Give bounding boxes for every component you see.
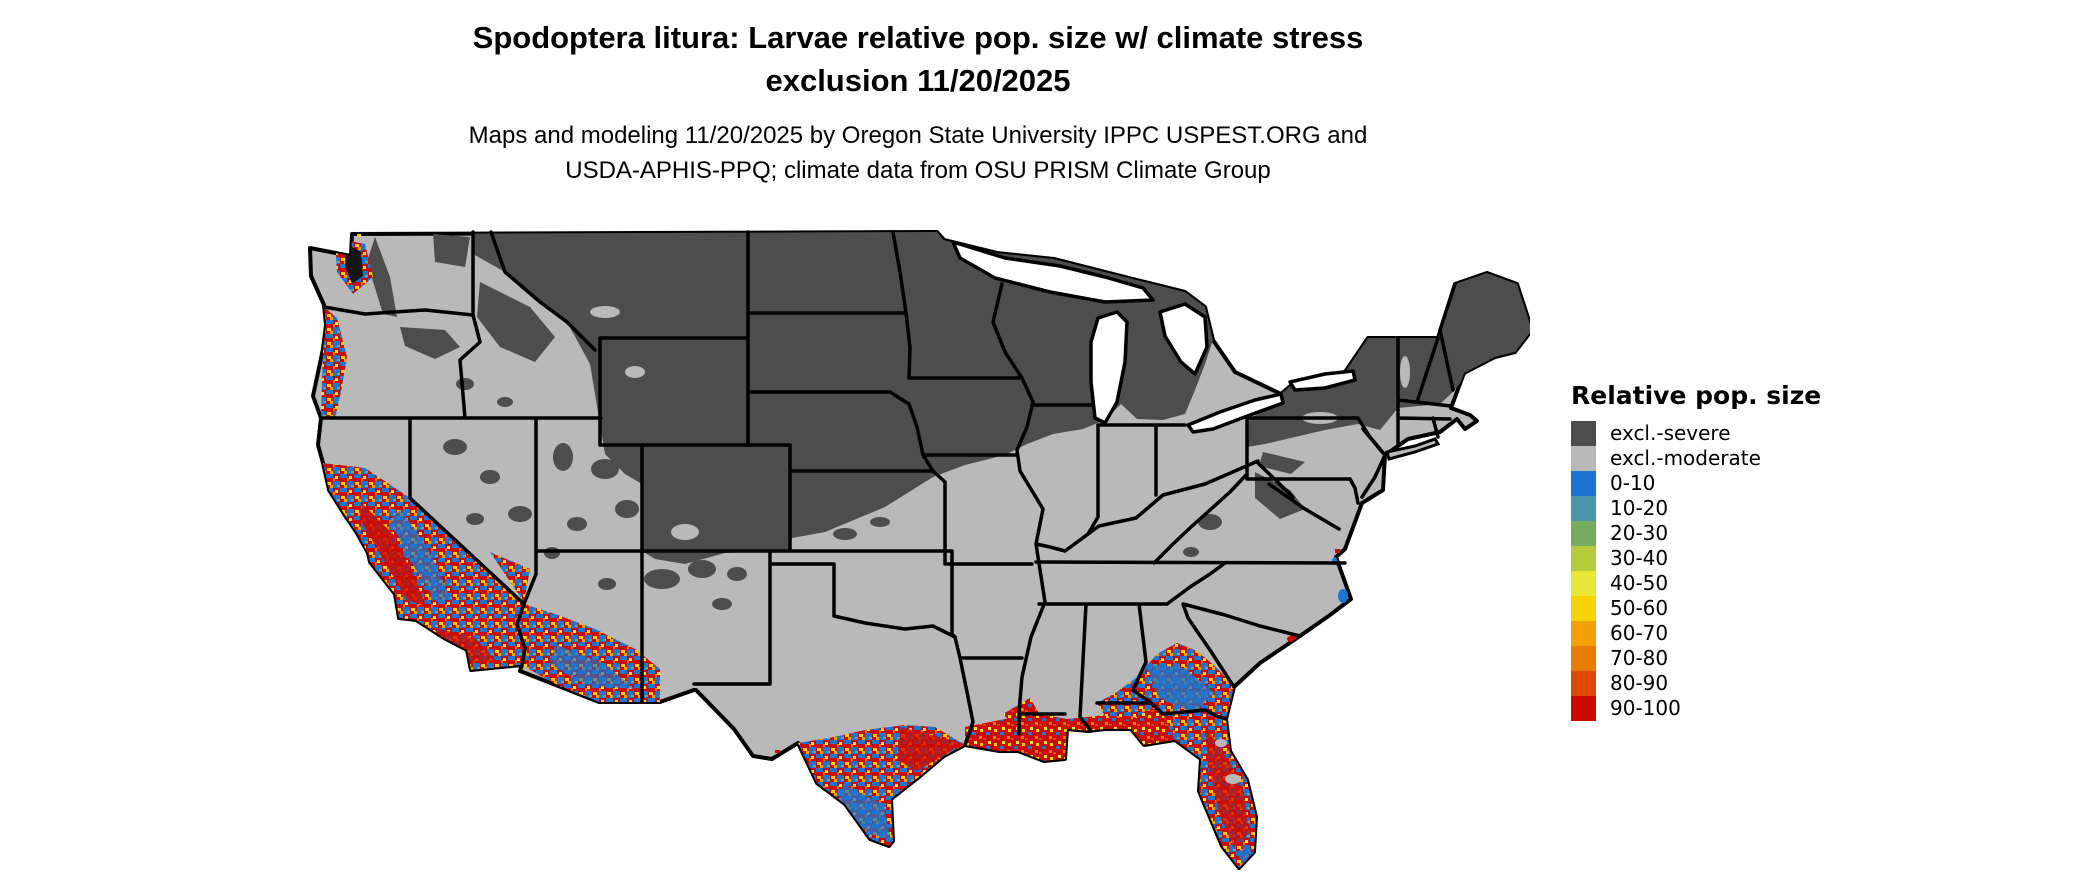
- legend-swatch: [1571, 621, 1596, 646]
- legend-swatch: [1571, 671, 1596, 696]
- lake-erie: [1186, 392, 1285, 434]
- legend-item: 60-70: [1571, 621, 1821, 646]
- map-subtitle-line1: Maps and modeling 11/20/2025 by Oregon S…: [468, 121, 1368, 149]
- map-layer-great-lakes: [951, 240, 1441, 461]
- us-risk-map: [305, 222, 1530, 885]
- lake-michigan: [1089, 310, 1129, 425]
- long-island: [1385, 437, 1441, 461]
- legend-label: 50-60: [1610, 596, 1669, 620]
- legend-swatch: [1571, 546, 1596, 571]
- legend-label: 60-70: [1610, 621, 1669, 645]
- map-layer-risk-speckle: [321, 234, 1348, 868]
- legend-item: 10-20: [1571, 496, 1821, 521]
- legend-label: 90-100: [1610, 696, 1681, 720]
- map-title: Spodoptera litura: Larvae relative pop. …: [0, 16, 1836, 103]
- legend-item: 80-90: [1571, 671, 1821, 696]
- legend-label: 20-30: [1610, 521, 1669, 545]
- legend-item: excl.-moderate: [1571, 446, 1821, 471]
- legend-item: 40-50: [1571, 571, 1821, 596]
- legend-label: 30-40: [1610, 546, 1669, 570]
- legend-label: 40-50: [1610, 571, 1669, 595]
- page-header: Spodoptera litura: Larvae relative pop. …: [0, 16, 1836, 188]
- legend-item: 30-40: [1571, 546, 1821, 571]
- us-risk-map-svg: [308, 230, 1530, 870]
- legend-swatch: [1571, 521, 1596, 546]
- legend-item: 20-30: [1571, 521, 1821, 546]
- lake-ontario: [1288, 369, 1357, 392]
- map-subtitle-line2: USDA-APHIS-PPQ; climate data from OSU PR…: [565, 156, 1271, 184]
- legend-item: 50-60: [1571, 596, 1821, 621]
- map-subtitle: Maps and modeling 11/20/2025 by Oregon S…: [0, 119, 1836, 189]
- legend-label: excl.-severe: [1610, 421, 1731, 445]
- legend-swatch: [1571, 596, 1596, 621]
- legend-label: 80-90: [1610, 671, 1669, 695]
- map-layer-state-borders: [319, 230, 1457, 747]
- map-title-line2: exclusion 11/20/2025: [765, 63, 1071, 99]
- legend-item: 70-80: [1571, 646, 1821, 671]
- legend-swatch: [1571, 446, 1596, 471]
- legend-swatch: [1571, 696, 1596, 721]
- legend-swatch: [1571, 646, 1596, 671]
- legend-swatch: [1571, 471, 1596, 496]
- map-legend: Relative pop. size excl.-severe excl.-mo…: [1571, 381, 1821, 721]
- legend-item: excl.-severe: [1571, 421, 1821, 446]
- legend-swatch: [1571, 496, 1596, 521]
- lake-superior: [951, 240, 1155, 304]
- legend-label: 70-80: [1610, 646, 1669, 670]
- legend-item: 0-10: [1571, 471, 1821, 496]
- map-layer-moderate-patches: [552, 306, 1410, 540]
- legend-swatch: [1571, 421, 1596, 446]
- lake-huron: [1158, 302, 1209, 376]
- legend-label: 0-10: [1610, 471, 1656, 495]
- legend-title: Relative pop. size: [1571, 381, 1822, 410]
- legend-item: 90-100: [1571, 696, 1821, 721]
- map-title-line1: Spodoptera litura: Larvae relative pop. …: [472, 20, 1364, 55]
- legend-label: excl.-moderate: [1610, 446, 1761, 470]
- legend-label: 10-20: [1610, 496, 1669, 520]
- map-layer-exclusion-severe: [367, 232, 1530, 610]
- legend-swatch: [1571, 571, 1596, 596]
